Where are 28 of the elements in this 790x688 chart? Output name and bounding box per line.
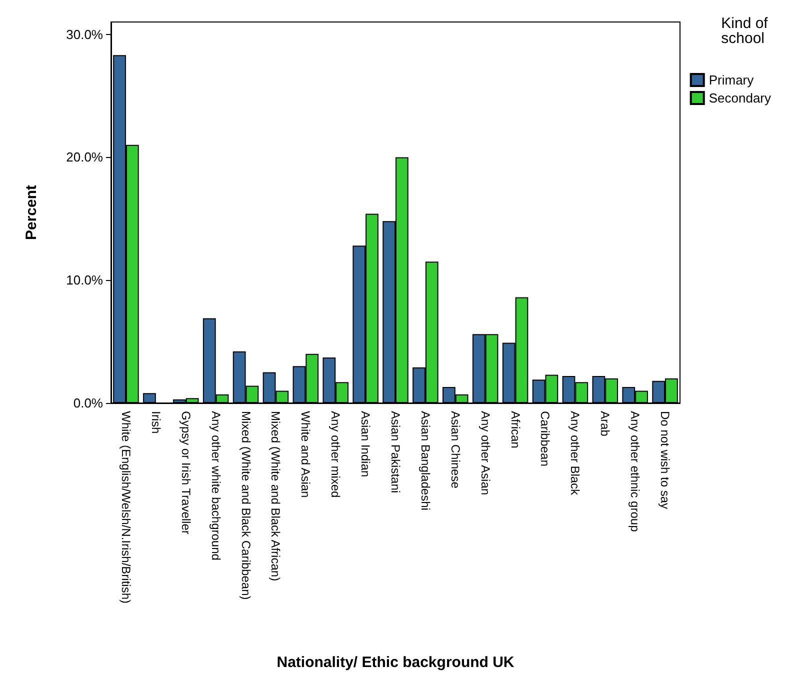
y-tick-label: 0.0% [73, 396, 104, 410]
x-tick-label: Any other mixed [328, 411, 343, 498]
x-tick-label: Do not wish to say [658, 411, 672, 510]
x-tick-label: Mixed (White and Black African) [268, 411, 283, 582]
y-axis-title: Percent [23, 184, 40, 240]
x-tick-label: Irish [148, 411, 163, 434]
x-tick-label: Asian Chinese [448, 411, 462, 489]
y-tick-label: 20.0% [66, 150, 104, 165]
x-tick-label: Asian Pakistani [388, 411, 402, 494]
legend-label: Secondary [708, 90, 772, 106]
x-tick-label: Asian Indian [358, 411, 373, 478]
x-tick-label: Asian Bangladeshi [418, 411, 432, 510]
x-tick-label: Any other white bachground [208, 411, 223, 560]
legend-title: Kind of school [721, 15, 772, 47]
x-tick-label: Arab [598, 411, 612, 437]
x-tick-label: Mixed (White and Black Caribbean) [238, 411, 253, 600]
x-tick-label: African [508, 411, 522, 448]
x-tick-label: White (English/Welsh/N.Irish/British) [118, 411, 133, 604]
x-tick-label: White and Asian [298, 411, 313, 498]
x-tick-label: Any other ethnic group [628, 411, 642, 532]
x-tick-label: Gypsy or Irish Traveller [178, 411, 193, 534]
y-tick-label: 30.0% [66, 26, 104, 42]
x-tick-label: Any other Asian [478, 411, 492, 496]
legend-label: Primary [708, 72, 754, 88]
x-tick-label: Any other Black [568, 411, 582, 496]
y-tick-label: 10.0% [66, 272, 104, 288]
x-tick-label: Caribbean [538, 411, 552, 466]
x-axis-title: Nationality/ Ethic background UK [276, 654, 514, 671]
